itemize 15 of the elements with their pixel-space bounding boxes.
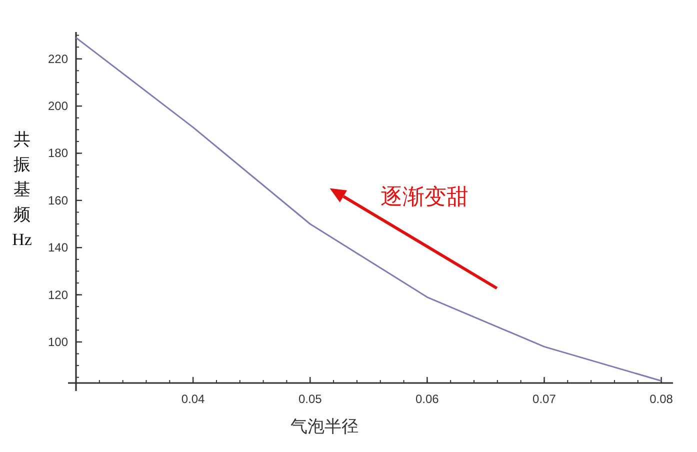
- y-tick-label: 220: [48, 52, 68, 66]
- x-tick-label: 0.08: [650, 392, 674, 406]
- x-tick-label: 0.04: [181, 392, 206, 406]
- y-tick-label: 100: [48, 334, 68, 349]
- annotation: 逐渐变甜: [380, 184, 468, 209]
- y-axis-title: 共振基频Hz: [12, 130, 32, 249]
- y-tick-label: 120: [48, 288, 68, 302]
- y-tick-label: 140: [48, 240, 68, 255]
- x-tick-label: 0.05: [298, 392, 322, 406]
- y-tick-label: 180: [48, 146, 68, 160]
- x-tick-label: 0.07: [532, 392, 556, 406]
- y-tick-label: 160: [48, 193, 68, 208]
- y-tick-label: 200: [48, 99, 68, 114]
- x-axis-title: 气泡半径: [290, 417, 358, 436]
- x-tick-label: 0.06: [415, 392, 440, 406]
